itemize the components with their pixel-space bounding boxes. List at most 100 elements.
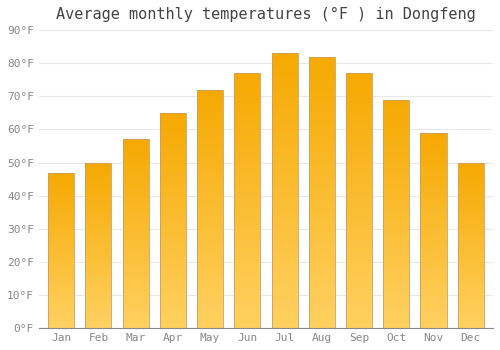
Bar (272, 266, 297, 270)
Bar (48, 243, 74, 245)
Bar (122, 326, 148, 328)
Bar (383, 160, 409, 162)
Bar (272, 249, 297, 253)
Bar (160, 159, 186, 161)
Bar (197, 144, 223, 146)
Bar (122, 316, 148, 319)
Bar (272, 108, 297, 112)
Bar (308, 141, 335, 145)
Bar (122, 312, 148, 314)
Bar (48, 245, 74, 246)
Bar (458, 309, 483, 312)
Bar (383, 311, 409, 314)
Bar (458, 291, 483, 293)
Bar (234, 232, 260, 236)
Bar (86, 272, 112, 274)
Bar (272, 325, 297, 328)
Bar (308, 125, 335, 128)
Bar (272, 218, 297, 222)
Bar (383, 254, 409, 257)
Bar (86, 181, 112, 183)
Bar (420, 206, 446, 209)
Bar (48, 266, 74, 268)
Bar (234, 242, 260, 245)
Bar (272, 198, 297, 201)
Bar (308, 219, 335, 223)
Bar (308, 57, 335, 60)
Bar (86, 254, 112, 256)
Bar (272, 187, 297, 191)
Bar (458, 181, 483, 183)
Bar (197, 164, 223, 167)
Bar (458, 285, 483, 287)
Bar (458, 289, 483, 291)
Bar (308, 87, 335, 91)
Bar (234, 284, 260, 287)
Bar (48, 301, 74, 303)
Bar (86, 316, 112, 318)
Bar (160, 304, 186, 307)
Bar (383, 191, 409, 194)
Bar (86, 281, 112, 283)
Bar (383, 131, 409, 134)
Bar (122, 302, 148, 304)
Bar (48, 254, 74, 256)
Bar (197, 155, 223, 158)
Bar (160, 296, 186, 299)
Bar (48, 235, 74, 237)
Bar (308, 159, 335, 162)
Bar (160, 204, 186, 207)
Bar (122, 180, 148, 182)
Bar (458, 241, 483, 243)
Bar (160, 261, 186, 264)
Bar (383, 243, 409, 245)
Bar (308, 165, 335, 169)
Bar (160, 140, 186, 142)
Bar (122, 139, 148, 328)
Bar (234, 159, 260, 162)
Bar (272, 139, 297, 142)
Bar (48, 316, 74, 319)
Bar (272, 119, 297, 122)
Bar (197, 278, 223, 280)
Bar (197, 245, 223, 248)
Bar (272, 184, 297, 187)
Bar (160, 285, 186, 288)
Bar (308, 84, 335, 87)
Bar (308, 162, 335, 165)
Bar (383, 108, 409, 111)
Bar (458, 274, 483, 277)
Bar (160, 272, 186, 274)
Bar (122, 196, 148, 198)
Bar (197, 167, 223, 170)
Bar (48, 237, 74, 239)
Bar (160, 188, 186, 191)
Bar (48, 268, 74, 270)
Bar (48, 291, 74, 293)
Bar (197, 322, 223, 325)
Bar (197, 242, 223, 245)
Bar (346, 140, 372, 143)
Bar (86, 247, 112, 250)
Bar (160, 126, 186, 129)
Bar (458, 208, 483, 210)
Bar (458, 198, 483, 200)
Bar (272, 314, 297, 318)
Title: Average monthly temperatures (°F ) in Dongfeng: Average monthly temperatures (°F ) in Do… (56, 7, 476, 22)
Bar (272, 215, 297, 218)
Bar (160, 301, 186, 304)
Bar (234, 309, 260, 312)
Bar (383, 251, 409, 254)
Bar (86, 189, 112, 191)
Bar (48, 278, 74, 280)
Bar (197, 185, 223, 188)
Bar (86, 309, 112, 312)
Bar (346, 220, 372, 223)
Bar (308, 291, 335, 294)
Bar (308, 284, 335, 287)
Bar (234, 185, 260, 188)
Bar (272, 270, 297, 273)
Bar (86, 167, 112, 169)
Bar (234, 92, 260, 96)
Bar (86, 227, 112, 229)
